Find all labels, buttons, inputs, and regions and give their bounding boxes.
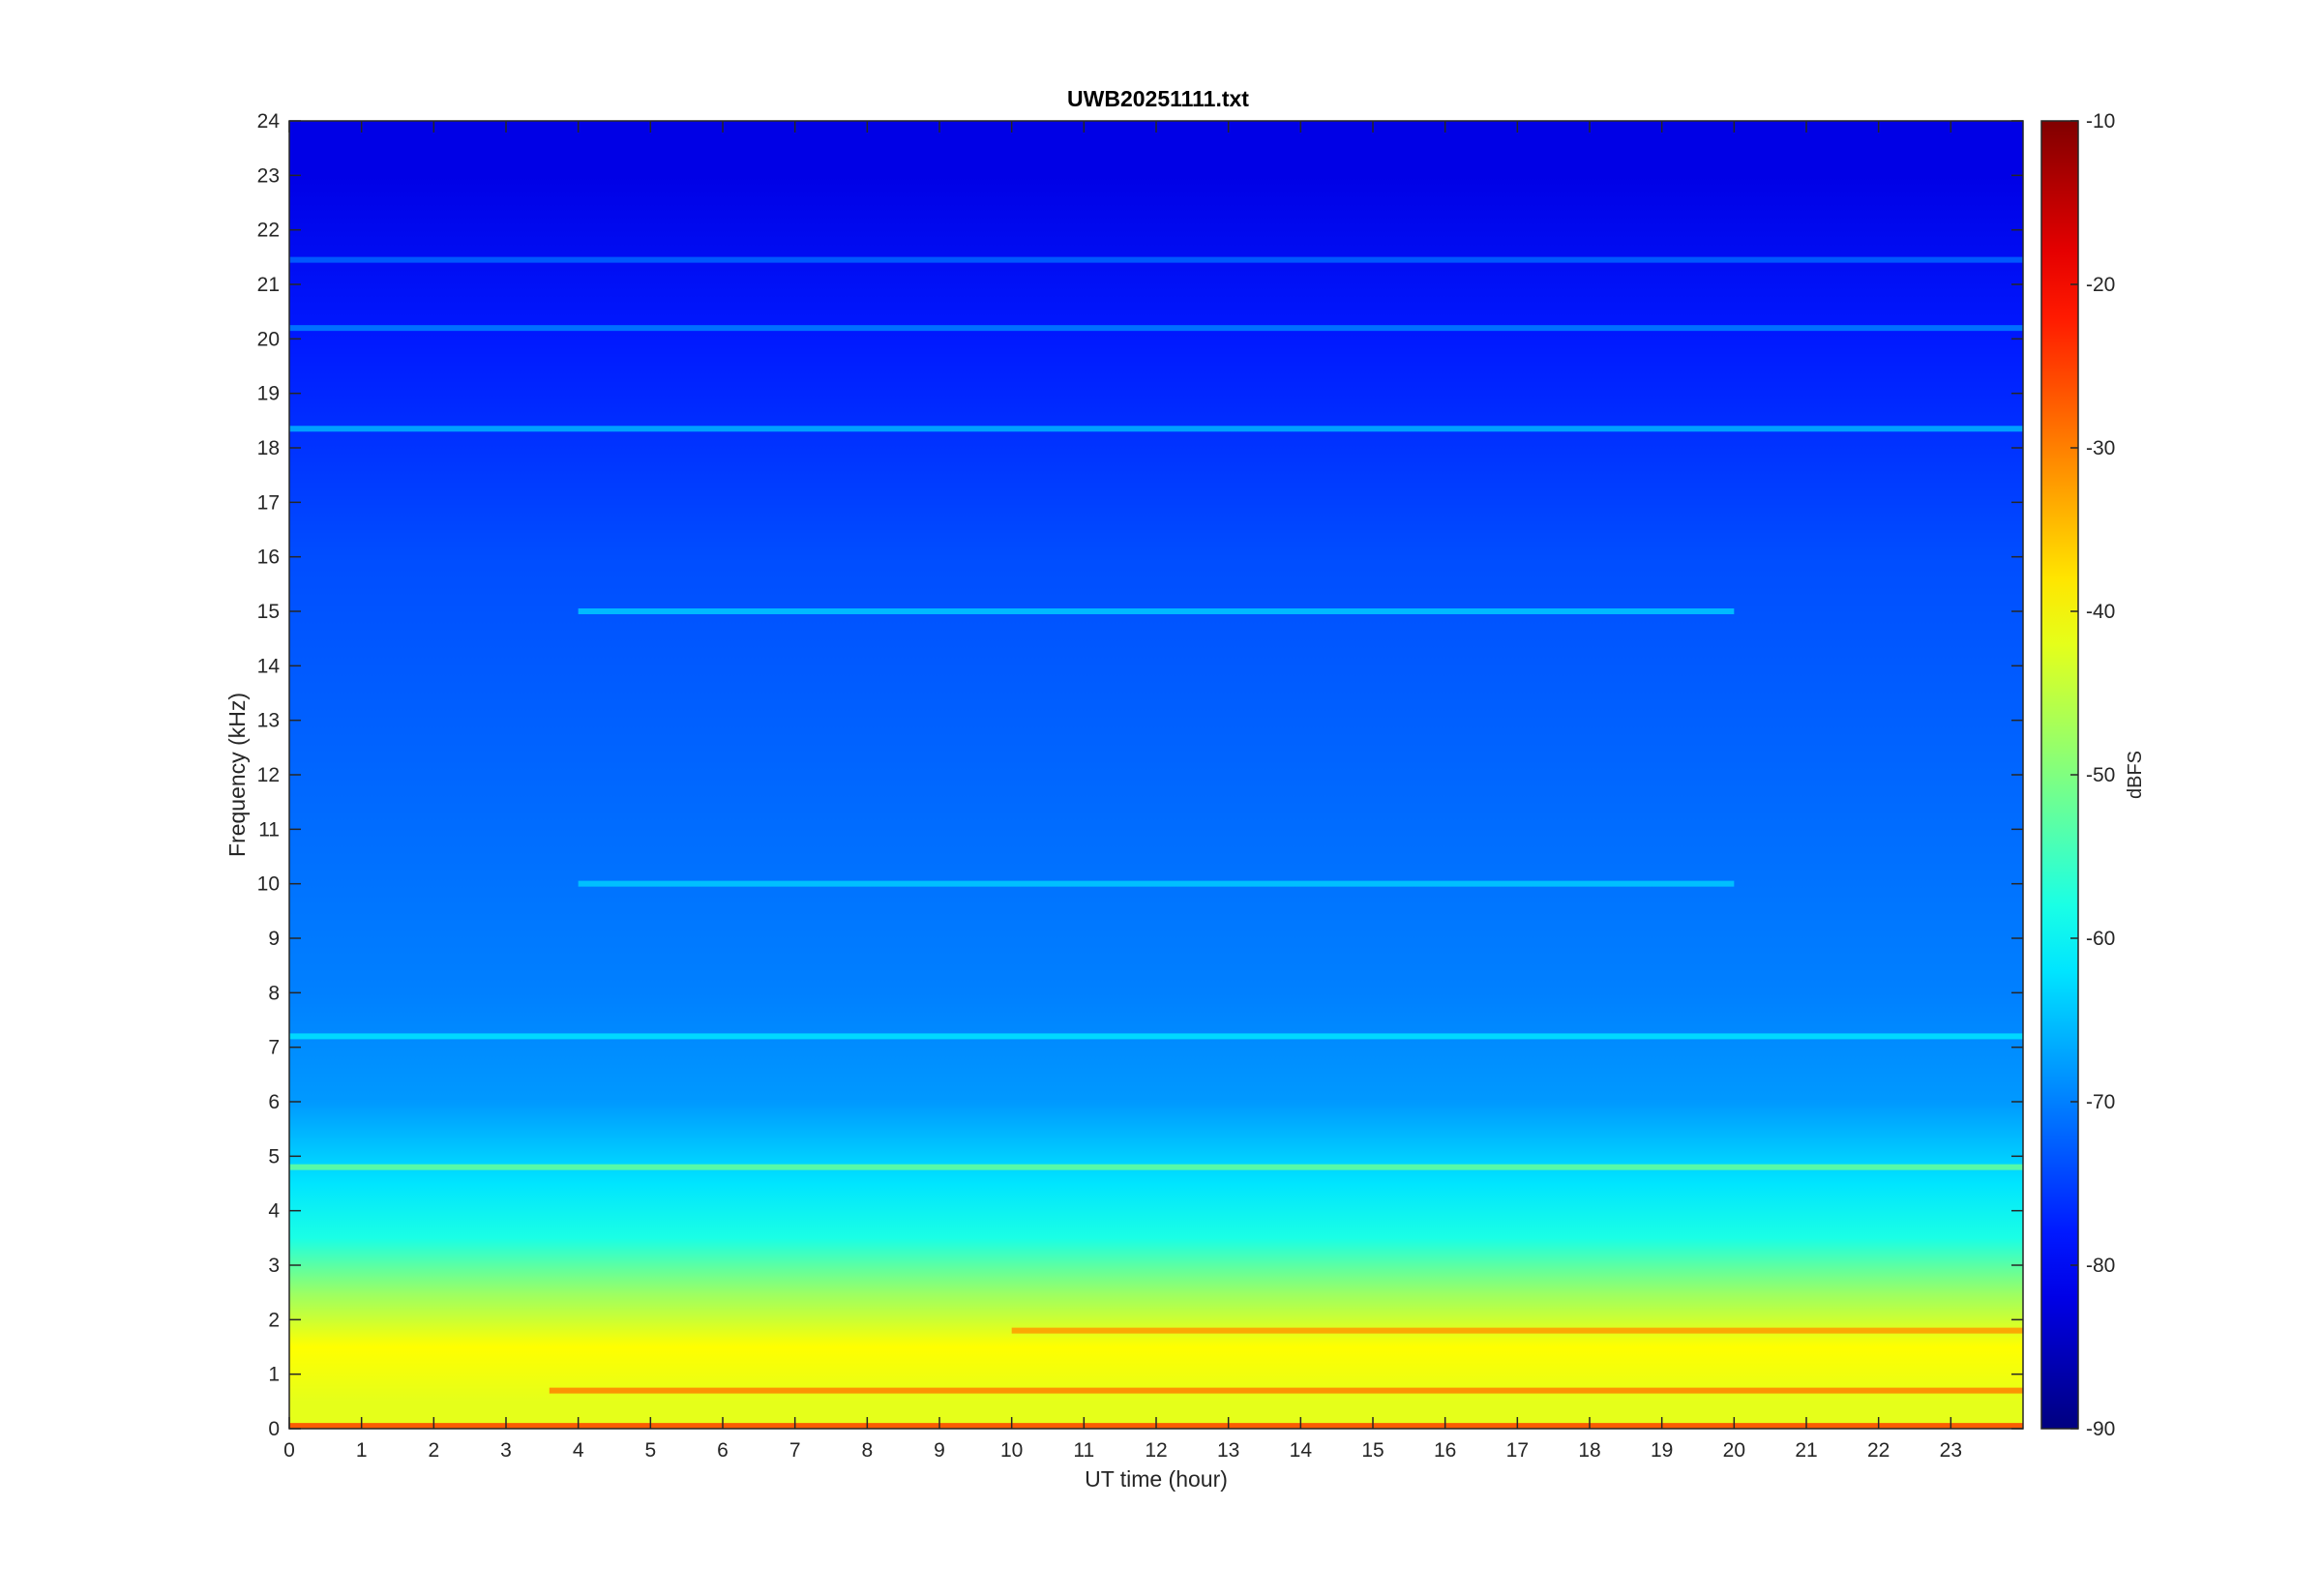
y-axis-label: Frequency (kHz) (224, 693, 250, 857)
y-tick-label: 6 (268, 1091, 280, 1113)
x-tick-label: 13 (1217, 1439, 1239, 1462)
y-tick-label: 4 (268, 1200, 280, 1223)
y-tick-label: 10 (257, 873, 280, 896)
x-tick-label: 3 (500, 1439, 512, 1462)
x-tick-label: 14 (1290, 1439, 1313, 1462)
x-axis-label: UT time (hour) (1085, 1466, 1228, 1492)
y-tick-label: 0 (268, 1418, 280, 1440)
y-tick-label: 9 (268, 928, 280, 950)
chart-title: UWB20251111.txt (1067, 86, 1249, 111)
x-tick-label: 5 (644, 1439, 656, 1462)
y-tick-label: 23 (257, 164, 280, 187)
x-tick-label: 6 (717, 1439, 729, 1462)
x-tick-label: 22 (1867, 1439, 1890, 1462)
y-tick-label: 3 (268, 1255, 280, 1277)
y-tick-label: 2 (268, 1309, 280, 1331)
x-tick-label: 7 (789, 1439, 801, 1462)
x-tick-label: 17 (1506, 1439, 1529, 1462)
colorbar-tick-label: -10 (2086, 110, 2115, 133)
x-axis-ticks: 0 1 2 3 4 5 6 7 8 9 10 11 12 13 14 15 16 17 18 19 20 21 22 23 (283, 121, 1962, 1462)
y-tick-label: 1 (268, 1364, 280, 1386)
colorbar-ticks: -10 -20 -30 -40 -50 -60 -70 -80 -90 (2070, 110, 2115, 1440)
y-tick-label: 8 (268, 982, 280, 1004)
y-tick-label: 7 (268, 1037, 280, 1059)
x-tick-label: 15 (1361, 1439, 1384, 1462)
x-tick-label: 12 (1145, 1439, 1167, 1462)
x-tick-label: 0 (283, 1439, 295, 1462)
y-tick-label: 12 (257, 764, 280, 786)
y-tick-label: 13 (257, 710, 280, 732)
colorbar-label: dBFS (2125, 751, 2146, 799)
y-tick-label: 18 (257, 437, 280, 459)
colorbar-tick-label: -50 (2086, 764, 2115, 786)
x-tick-label: 19 (1651, 1439, 1673, 1462)
y-tick-label: 16 (257, 547, 280, 569)
colorbar-tick-label: -20 (2086, 274, 2115, 296)
y-tick-label: 5 (268, 1145, 280, 1167)
x-tick-label: 8 (861, 1439, 873, 1462)
colorbar-tick-label: -30 (2086, 437, 2115, 459)
colorbar-tick-label: -60 (2086, 928, 2115, 950)
y-tick-label: 14 (257, 655, 281, 677)
x-tick-label: 18 (1578, 1439, 1600, 1462)
x-tick-label: 1 (356, 1439, 368, 1462)
y-tick-label: 21 (257, 274, 280, 296)
colorbar-tick-label: -40 (2086, 601, 2115, 623)
y-tick-label: 15 (257, 601, 280, 623)
x-tick-label: 20 (1723, 1439, 1745, 1462)
colorbar-tick-label: -90 (2086, 1418, 2115, 1440)
y-tick-label: 17 (257, 491, 280, 514)
plot-background (289, 121, 2023, 1429)
x-tick-label: 21 (1795, 1439, 1817, 1462)
colorbar-tick-label: -70 (2086, 1091, 2115, 1113)
x-tick-label: 23 (1940, 1439, 1962, 1462)
x-tick-label: 10 (1000, 1439, 1023, 1462)
y-tick-label: 11 (258, 818, 280, 841)
y-tick-label: 19 (257, 383, 280, 405)
x-tick-label: 9 (934, 1439, 945, 1462)
y-tick-label: 20 (257, 328, 280, 350)
colorbar-tick-label: -80 (2086, 1255, 2115, 1277)
y-tick-label: 24 (257, 110, 281, 133)
x-tick-label: 11 (1073, 1439, 1094, 1462)
y-tick-label: 22 (257, 220, 280, 242)
x-tick-label: 2 (428, 1439, 439, 1462)
x-tick-label: 4 (573, 1439, 584, 1462)
x-tick-label: 16 (1434, 1439, 1456, 1462)
